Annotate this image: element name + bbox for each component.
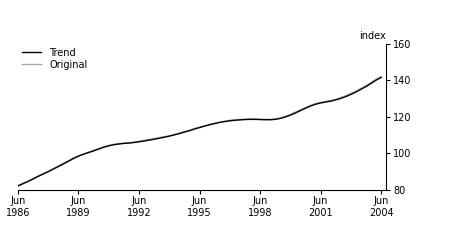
Legend: Trend, Original: Trend, Original: [18, 44, 91, 73]
Text: index: index: [359, 31, 386, 41]
